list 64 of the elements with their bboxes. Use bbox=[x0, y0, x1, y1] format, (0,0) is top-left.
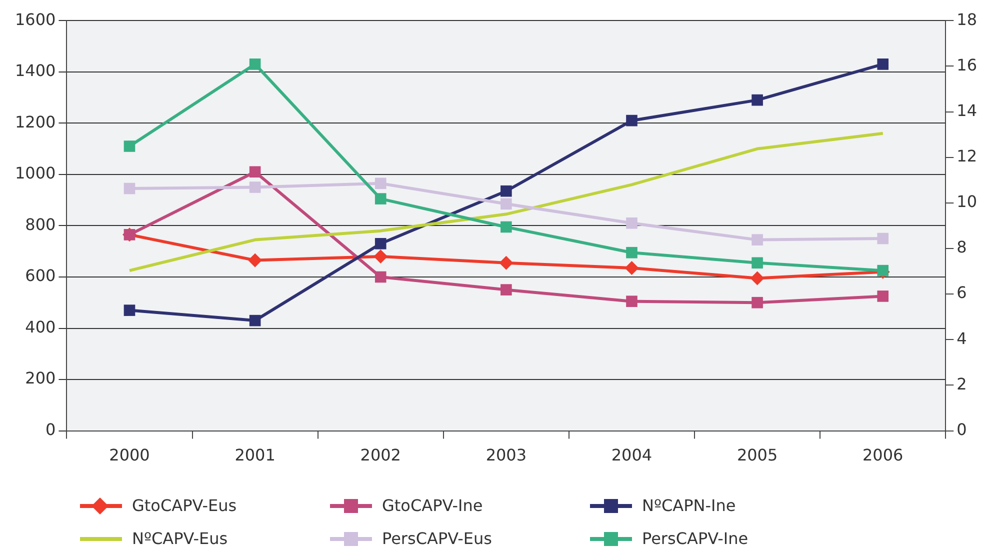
y2-tick-label: 0 bbox=[956, 420, 967, 439]
point bbox=[249, 182, 261, 193]
point bbox=[752, 296, 763, 308]
y2-tick-label: 4 bbox=[956, 328, 967, 348]
y2-tick-label: 14 bbox=[956, 100, 977, 120]
y2-tick-label: 8 bbox=[956, 238, 967, 257]
x-tick-label: 2004 bbox=[611, 446, 652, 465]
point bbox=[500, 185, 512, 197]
y-tick-label: 200 bbox=[25, 368, 56, 388]
x-tick-label: 2002 bbox=[360, 446, 401, 465]
x-tick-label: 2005 bbox=[736, 446, 778, 465]
point bbox=[249, 314, 261, 326]
point bbox=[626, 114, 638, 126]
y-tick-label: 800 bbox=[25, 214, 56, 234]
point bbox=[124, 304, 136, 316]
y-tick-label: 600 bbox=[25, 266, 56, 286]
legend-label: NºCAPV-Eus bbox=[132, 529, 228, 548]
point bbox=[374, 249, 388, 264]
y-tick-label: 1000 bbox=[15, 164, 56, 183]
x-tick-label: 2003 bbox=[486, 446, 527, 465]
point bbox=[374, 271, 386, 283]
y2-tick-label: 2 bbox=[956, 374, 967, 394]
point bbox=[626, 246, 638, 258]
point bbox=[752, 94, 763, 106]
point bbox=[877, 58, 889, 70]
y2-tick-label: 10 bbox=[956, 192, 977, 212]
point bbox=[249, 166, 261, 178]
point bbox=[877, 290, 889, 302]
y2-tick-label: 6 bbox=[956, 283, 967, 302]
point bbox=[248, 253, 262, 268]
y-tick-label: 1200 bbox=[15, 112, 56, 132]
y2-tick-label: 18 bbox=[956, 10, 977, 29]
point bbox=[750, 271, 764, 286]
x-tick-label: 2000 bbox=[109, 446, 150, 465]
legend-label: NºCAPN-Ine bbox=[642, 496, 736, 515]
point bbox=[374, 193, 386, 204]
point bbox=[124, 140, 136, 152]
legend-label: PersCAPV-Eus bbox=[382, 529, 492, 548]
x-tick-label: 2001 bbox=[234, 446, 276, 465]
point bbox=[877, 264, 889, 276]
legend-label: PersCAPV-Ine bbox=[642, 529, 748, 548]
y-tick-label: 400 bbox=[25, 317, 56, 336]
point bbox=[752, 234, 763, 246]
point bbox=[374, 238, 386, 250]
point bbox=[624, 261, 639, 275]
point bbox=[249, 58, 261, 70]
y-tick-label: 0 bbox=[46, 420, 56, 439]
point bbox=[124, 182, 136, 194]
point bbox=[626, 217, 638, 229]
y-tick-label: 1400 bbox=[15, 61, 56, 80]
point bbox=[877, 232, 889, 244]
legend-label: GtoCAPV-Ine bbox=[382, 496, 483, 515]
point bbox=[500, 284, 512, 296]
point bbox=[374, 178, 386, 190]
point bbox=[500, 221, 512, 233]
y2-tick-label: 16 bbox=[956, 55, 977, 74]
y-tick-label: 1600 bbox=[15, 10, 56, 29]
point bbox=[752, 257, 763, 269]
point bbox=[499, 256, 514, 270]
legend-label: GtoCAPV-Eus bbox=[132, 496, 237, 515]
point bbox=[500, 198, 512, 210]
y2-tick-label: 12 bbox=[956, 146, 977, 166]
point bbox=[626, 296, 638, 307]
x-tick-label: 2006 bbox=[862, 446, 904, 465]
